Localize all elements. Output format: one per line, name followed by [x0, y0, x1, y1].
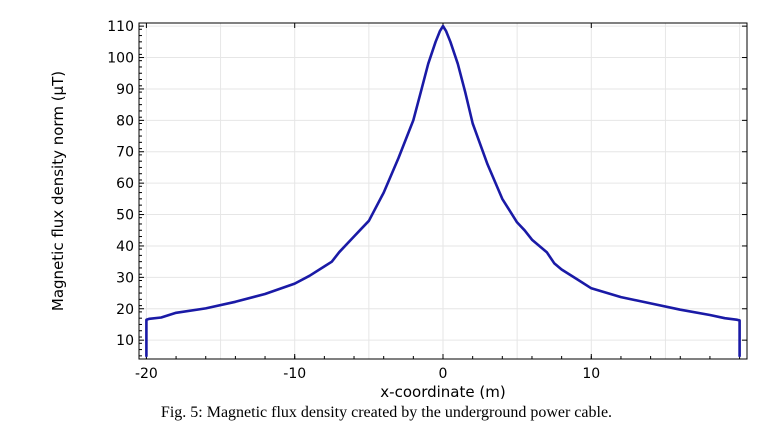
- y-tick-label: 20: [116, 302, 134, 318]
- flux-density-series-line: [145, 24, 741, 358]
- y-tick-label: 50: [116, 208, 134, 224]
- axis-ticks: [139, 23, 747, 359]
- x-tick-label: -10: [283, 366, 306, 382]
- y-tick-label: 70: [116, 145, 134, 161]
- grid-lines: [139, 23, 747, 359]
- figure-caption: Fig. 5: Magnetic flux density created by…: [160, 404, 613, 421]
- y-tick-label: 80: [116, 113, 134, 129]
- x-axis-label: x-coordinate (m): [380, 383, 505, 401]
- y-tick-label: 60: [116, 176, 134, 192]
- y-tick-label: 30: [116, 270, 134, 286]
- y-tick-label: 110: [107, 19, 134, 35]
- y-axis-label: Magnetic flux density norm (μT): [49, 71, 67, 311]
- tick-labels: -20 -10 0 10 10 20 30 40 50 60 70 80 90 100 110: [107, 19, 600, 382]
- y-tick-label: 40: [116, 239, 134, 255]
- y-tick-label: 10: [116, 333, 134, 349]
- y-tick-label: 90: [116, 82, 134, 98]
- y-tick-label: 100: [107, 51, 134, 67]
- x-tick-label: -20: [135, 366, 158, 382]
- x-tick-label: 10: [582, 366, 600, 382]
- x-tick-label: 0: [439, 366, 448, 382]
